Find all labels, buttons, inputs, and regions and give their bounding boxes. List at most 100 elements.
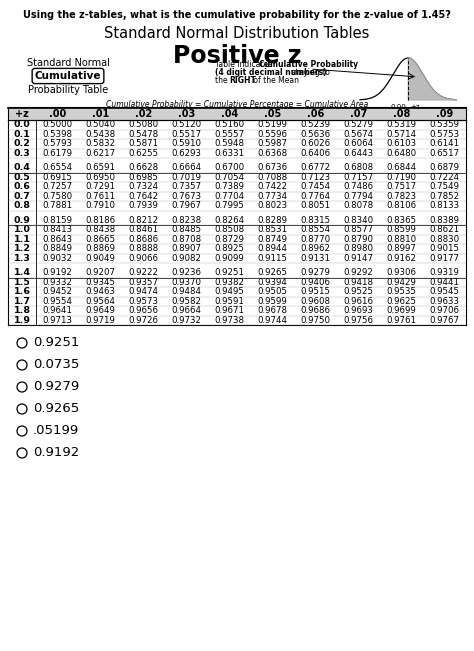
- Text: 0.9744: 0.9744: [257, 316, 288, 325]
- Text: 0.9463: 0.9463: [85, 287, 116, 296]
- Text: 0.5753: 0.5753: [429, 130, 460, 139]
- Text: 0.5000: 0.5000: [43, 120, 73, 130]
- Text: 0.5832: 0.5832: [85, 139, 116, 148]
- Text: Cumulative Probability: Cumulative Probability: [259, 60, 358, 69]
- Text: 0.6331: 0.6331: [214, 148, 245, 158]
- Text: 0.6368: 0.6368: [257, 148, 288, 158]
- Text: 0.9236: 0.9236: [172, 268, 201, 277]
- Text: 0.0735: 0.0735: [33, 359, 79, 372]
- Text: 0.7357: 0.7357: [172, 182, 201, 191]
- Text: +z: +z: [15, 109, 29, 119]
- Text: 0.8621: 0.8621: [429, 225, 460, 234]
- Text: 0.7611: 0.7611: [85, 192, 116, 201]
- Text: 0.9251: 0.9251: [215, 268, 245, 277]
- Text: 0.8340: 0.8340: [344, 215, 374, 225]
- Text: 0.6443: 0.6443: [344, 148, 374, 158]
- Text: 0.6808: 0.6808: [344, 163, 374, 173]
- Text: 0.8238: 0.8238: [172, 215, 201, 225]
- Text: the: the: [215, 76, 230, 85]
- Text: 0.8051: 0.8051: [301, 201, 330, 210]
- Text: 0.9515: 0.9515: [301, 287, 330, 296]
- Text: 0.5478: 0.5478: [128, 130, 159, 139]
- Text: 0.9599: 0.9599: [258, 297, 287, 306]
- Text: .00: .00: [49, 109, 66, 119]
- Text: Standard Normal Distribution Tables: Standard Normal Distribution Tables: [104, 26, 370, 41]
- Text: 0.6950: 0.6950: [85, 173, 116, 182]
- Text: 0.7939: 0.7939: [128, 201, 158, 210]
- Text: 0.9505: 0.9505: [257, 287, 288, 296]
- Text: 0.9251: 0.9251: [33, 337, 79, 350]
- Text: 0.7852: 0.7852: [429, 192, 460, 201]
- Text: 0.9625: 0.9625: [386, 297, 417, 306]
- Text: 0.9678: 0.9678: [257, 306, 288, 315]
- Text: 0.8907: 0.8907: [172, 244, 201, 253]
- Text: 0.9750: 0.9750: [301, 316, 330, 325]
- Text: +z: +z: [410, 104, 419, 110]
- Text: 0.8461: 0.8461: [128, 225, 159, 234]
- Text: 0.7324: 0.7324: [128, 182, 159, 191]
- Text: 1.6: 1.6: [13, 287, 30, 296]
- Text: 0.9591: 0.9591: [215, 297, 245, 306]
- Text: 0.9382: 0.9382: [215, 278, 245, 286]
- Text: 0.9738: 0.9738: [215, 316, 245, 325]
- Text: RIGHT: RIGHT: [229, 76, 256, 85]
- Text: 0.8577: 0.8577: [344, 225, 374, 234]
- Text: Cumulative: Cumulative: [35, 71, 101, 81]
- Text: 0.5596: 0.5596: [257, 130, 288, 139]
- Text: 1.7: 1.7: [13, 297, 30, 306]
- Text: 0.6406: 0.6406: [301, 148, 330, 158]
- Text: 0.6103: 0.6103: [386, 139, 417, 148]
- Text: 0.8365: 0.8365: [386, 215, 417, 225]
- Text: 0.9693: 0.9693: [344, 306, 374, 315]
- Text: 0.7454: 0.7454: [301, 182, 330, 191]
- Text: 0.9564: 0.9564: [85, 297, 116, 306]
- Text: .05: .05: [264, 109, 281, 119]
- Text: 0.6064: 0.6064: [344, 139, 374, 148]
- Text: 0.8264: 0.8264: [214, 215, 245, 225]
- Text: 0.8106: 0.8106: [386, 201, 417, 210]
- Text: 0.5: 0.5: [14, 173, 30, 182]
- Text: 0.8186: 0.8186: [85, 215, 116, 225]
- Text: 0.8980: 0.8980: [344, 244, 374, 253]
- Text: 0.8708: 0.8708: [172, 235, 201, 243]
- Text: 0.9370: 0.9370: [172, 278, 201, 286]
- Text: 0.9345: 0.9345: [85, 278, 116, 286]
- Text: 1.2: 1.2: [13, 244, 30, 253]
- Text: 0.7642: 0.7642: [128, 192, 159, 201]
- Text: 0.8849: 0.8849: [43, 244, 73, 253]
- Text: 0.9418: 0.9418: [344, 278, 374, 286]
- Text: 0.9484: 0.9484: [172, 287, 201, 296]
- Text: 0.9649: 0.9649: [86, 306, 116, 315]
- Text: 0.9207: 0.9207: [85, 268, 116, 277]
- Text: staying to: staying to: [289, 68, 330, 77]
- Text: 0.7123: 0.7123: [301, 173, 330, 182]
- Text: 0.9115: 0.9115: [257, 254, 288, 263]
- Text: 0.7054: 0.7054: [214, 173, 245, 182]
- Text: Cumulative Probability = Cumulative Percentage = Cumulative Area: Cumulative Probability = Cumulative Perc…: [106, 100, 368, 109]
- Text: 0.6591: 0.6591: [85, 163, 116, 173]
- Text: 0.9525: 0.9525: [344, 287, 374, 296]
- Text: 0.8810: 0.8810: [386, 235, 417, 243]
- Text: 0.9656: 0.9656: [128, 306, 158, 315]
- Text: .04: .04: [221, 109, 238, 119]
- Text: 0.9726: 0.9726: [128, 316, 158, 325]
- Text: of the Mean: of the Mean: [251, 76, 299, 85]
- Text: 0.6255: 0.6255: [128, 148, 159, 158]
- Text: 0.7794: 0.7794: [344, 192, 374, 201]
- Polygon shape: [408, 58, 456, 100]
- Text: 0.7549: 0.7549: [429, 182, 459, 191]
- Text: Standard Normal: Standard Normal: [27, 58, 109, 68]
- Text: 0.9545: 0.9545: [429, 287, 459, 296]
- Text: 0.5438: 0.5438: [85, 130, 116, 139]
- Text: 0.5948: 0.5948: [215, 139, 245, 148]
- Text: Using the z-tables, what is the cumulative probability for the z-value of 1.45?: Using the z-tables, what is the cumulati…: [23, 10, 451, 20]
- Text: 0.9582: 0.9582: [172, 297, 201, 306]
- Text: 0.5239: 0.5239: [301, 120, 330, 130]
- Text: 0.8438: 0.8438: [85, 225, 116, 234]
- Text: 0.8888: 0.8888: [128, 244, 159, 253]
- Text: 0.7224: 0.7224: [429, 173, 460, 182]
- Text: 1.8: 1.8: [13, 306, 30, 315]
- Text: 0.7422: 0.7422: [257, 182, 288, 191]
- Text: 0.6554: 0.6554: [43, 163, 73, 173]
- Text: 0.9192: 0.9192: [33, 447, 79, 460]
